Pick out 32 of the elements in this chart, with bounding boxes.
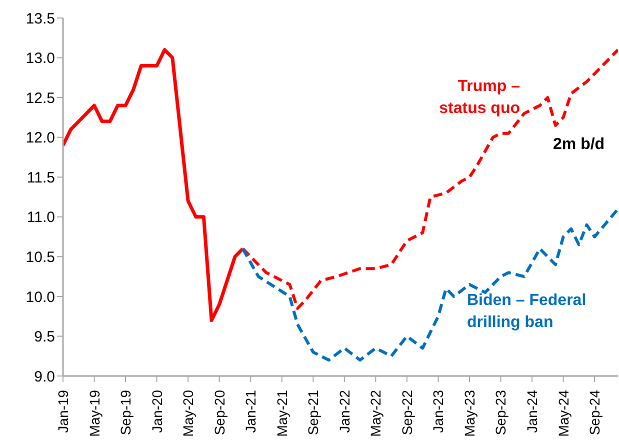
y-tick-label: 11.5 (26, 169, 55, 186)
x-tick-label: Jan-20 (148, 390, 165, 433)
x-tick-label: May-22 (368, 390, 384, 437)
annotation: 2m b/d (553, 136, 605, 154)
x-tick-label: Sep-23 (492, 390, 509, 436)
x-tick-label: Sep-24 (586, 390, 603, 436)
y-tick-label: 9.0 (34, 368, 55, 386)
series-label: Biden – Federal drilling ban (467, 291, 588, 333)
y-tick-label: 11.0 (26, 209, 55, 226)
y-tick-label: 13.5 (26, 10, 55, 28)
y-tick-label: 12.0 (26, 130, 55, 147)
y-tick-label: 13.0 (26, 50, 55, 68)
x-tick-label: Jan-21 (242, 390, 259, 433)
x-tick-label: Sep-22 (398, 390, 415, 436)
y-tick-label: 9.5 (34, 328, 55, 346)
x-tick-label: Jan-22 (336, 390, 352, 433)
x-tick-label: Jan-19 (55, 390, 71, 433)
y-tick-label: 10.5 (26, 248, 55, 266)
series-label: Trump – status quo (438, 77, 520, 119)
x-tick-label: Sep-20 (211, 390, 228, 436)
x-tick-label: Sep-19 (118, 390, 134, 436)
line-series (241, 207, 618, 362)
y-tick-label: 10.0 (26, 288, 55, 306)
y-tick-label: 12.5 (26, 90, 55, 107)
x-tick-label: Jan-23 (430, 390, 446, 433)
x-tick-label: May-19 (86, 390, 102, 437)
x-tick-label: May-23 (461, 390, 478, 437)
x-tick-label: Jan-24 (524, 390, 540, 433)
x-tick-label: Sep-21 (305, 390, 322, 436)
x-tick-label: May-24 (555, 390, 572, 437)
x-tick-label: May-20 (180, 390, 196, 437)
x-tick-label: May-21 (274, 390, 290, 437)
